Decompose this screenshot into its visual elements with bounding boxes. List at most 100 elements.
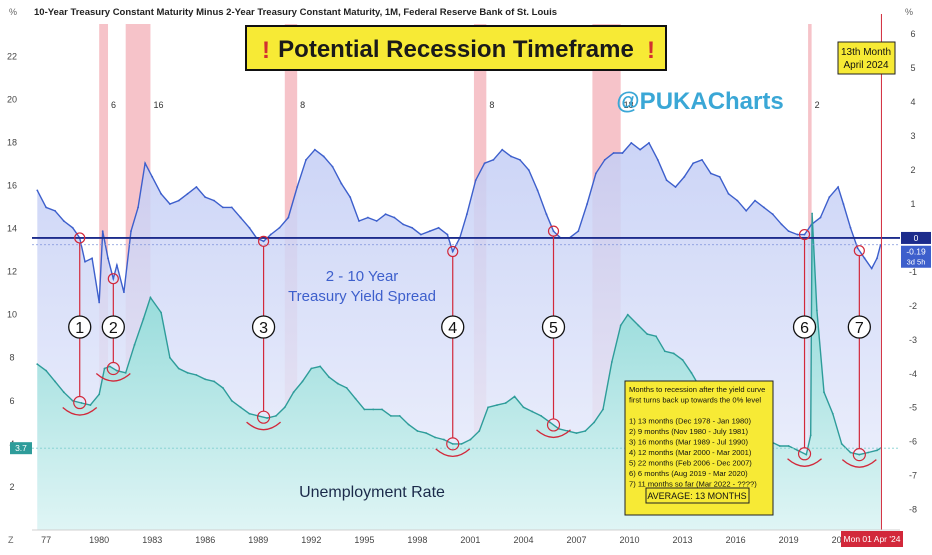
unemployment-point [690,371,693,374]
marker-number-circle [847,315,871,339]
spread-point [137,206,139,209]
unemployment-point [584,430,587,432]
chart-title: 10-Year Treasury Constant Maturity Minus… [34,7,557,18]
unemployment-point [823,391,825,394]
unemployment-point [115,369,118,372]
spread-point [451,250,454,253]
unemployment-point [663,350,666,353]
unemployment-point [292,391,295,394]
unemployment-last-text: 3.7 [15,443,27,453]
spread-point [709,172,712,175]
callout: 13th Month April 2024 [837,41,896,75]
spread-point [837,186,840,188]
spread-point [45,206,48,209]
spread-point [656,158,659,161]
unemployment-point [610,361,613,363]
spread-point [483,162,486,165]
callout-box [837,41,896,75]
banner-box [245,25,667,71]
unemployment-point [425,432,428,435]
spread-point [474,179,477,182]
spread-point [296,186,299,188]
callout-line1: 13th Month [841,47,891,58]
spread-point [393,216,396,219]
unemployment-point [416,430,419,432]
unemployment-point [160,311,162,314]
spread-point [151,175,154,178]
unemployment-point [230,399,233,402]
unemployment-trough-arc [62,407,98,416]
marker-number: 1 [75,320,84,337]
spread-point [331,165,334,168]
notes-background [624,380,774,516]
spread-point [375,220,378,222]
marker-number: 7 [855,320,864,337]
spread-point [727,192,730,195]
unemployment-point [142,318,145,320]
unemployment-point [504,402,507,404]
recession-duration-label: 2 [815,100,820,110]
unemployment-point [681,358,684,361]
unemployment-point [619,324,622,327]
unemployment-point [811,212,814,215]
right-tick-label: -7 [909,471,917,481]
spread-point [762,206,765,209]
notes-line: 1) 13 months (Dec 1978 - Jan 1980) [629,417,751,426]
unemployment-point [831,412,834,415]
spread-point [736,199,739,202]
marker-number: 2 [109,320,118,337]
spread-point [278,226,281,229]
left-percent-unit: % [9,7,17,17]
x-tick-label: 77 [41,535,51,545]
unemployment-point [149,296,152,299]
left-tick-label: 16 [7,180,17,190]
spread-marker-circle [447,245,459,258]
left-tick-label: 8 [9,353,14,363]
notes-box: Months to recession after the yield curv… [624,380,774,516]
last-value-badge [901,245,931,268]
unemployment-point [602,408,604,411]
unemployment-point [522,406,525,409]
notes-line: 5) 22 months (Feb 2006 - Dec 2007) [629,459,752,468]
right-tick-label: -6 [909,437,917,447]
spread-marker-circle [798,228,811,241]
spread-point [144,162,147,165]
unemployment-point [319,365,322,368]
spread-point [112,277,115,280]
banner-text: Potential Recession Timeframe [278,36,634,63]
date-badge [841,531,903,547]
spread-point [101,230,104,233]
right-tick-label: 4 [910,97,915,107]
marker-number-circle [251,315,276,339]
notes-line: 2) 9 months (Nov 1980 - July 1981) [629,427,748,436]
unemployment-point [36,363,39,366]
spread-point [204,196,207,199]
spread-point [771,213,774,216]
unemployment-marker-circle [106,361,120,376]
spread-point [780,223,783,226]
spread-point [595,172,597,175]
spread-point [665,179,668,182]
unemployment-point [354,397,357,400]
unemployment-point [540,414,543,417]
notes-line: Months to recession after the yield curv… [629,385,765,394]
unemployment-marker-circle [256,410,271,424]
unemployment-point [637,324,640,327]
unemployment-point [275,414,277,417]
x-tick-label: 2016 [726,535,746,545]
unemployment-last-badge [10,442,32,455]
unemployment-point [840,442,843,445]
unemployment-point [168,356,171,359]
unemployment-point [478,430,481,432]
unemployment-point [222,386,224,389]
unemployment-marker-circle [852,448,866,462]
x-tick-label: 2010 [620,535,640,545]
unemployment-point [266,417,269,419]
recession-duration-label: 18 [624,100,634,110]
left-tick-label: 18 [7,137,17,147]
average-box [645,487,750,504]
spread-point [536,189,539,192]
spread-marker-circle [74,232,86,244]
unemployment-point [89,404,92,407]
